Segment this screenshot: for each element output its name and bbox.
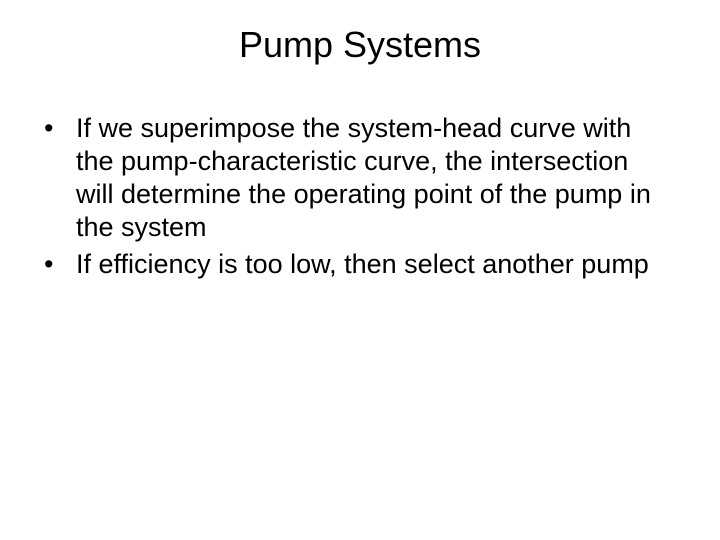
list-item: If efficiency is too low, then select an… [36,248,672,281]
slide-title: Pump Systems [0,24,720,66]
bullet-list: If we superimpose the system-head curve … [36,112,672,281]
slide: Pump Systems If we superimpose the syste… [0,0,720,540]
list-item: If we superimpose the system-head curve … [36,112,672,244]
slide-body: If we superimpose the system-head curve … [36,112,672,285]
